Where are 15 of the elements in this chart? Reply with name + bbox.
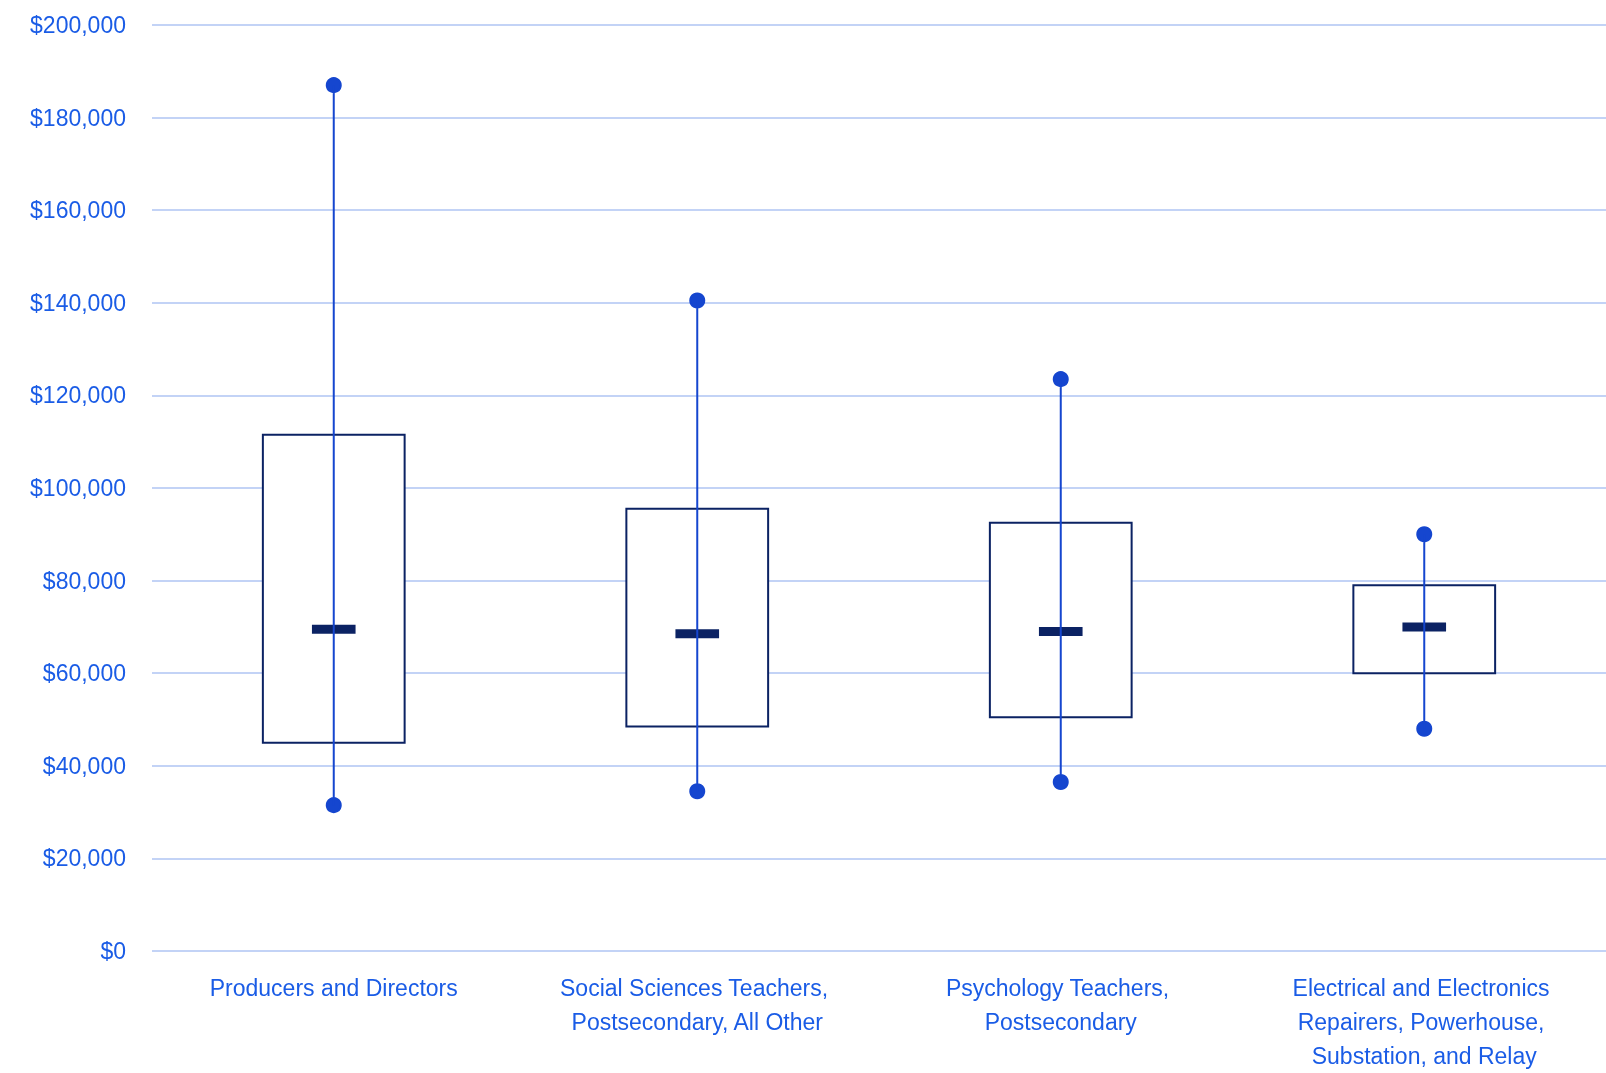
y-tick-label: $180,000 bbox=[30, 104, 126, 131]
x-tick-label: Producers and Directors bbox=[209, 975, 458, 1001]
y-tick-label: $0 bbox=[100, 938, 126, 964]
y-tick-label: $120,000 bbox=[30, 382, 126, 409]
x-tick-label: Psychology Teachers, Postsecondary bbox=[945, 975, 1176, 1035]
y-tick-label: $140,000 bbox=[30, 289, 126, 316]
x-tick-label: Electrical and Electronics Repairers, Powerhouse, Substation, and Relay bbox=[1292, 975, 1556, 1069]
y-tick-label: $200,000 bbox=[30, 12, 126, 38]
y-tick-label: $40,000 bbox=[42, 752, 126, 779]
y-tick-label: $20,000 bbox=[42, 845, 126, 872]
y-tick-label: $160,000 bbox=[30, 197, 126, 224]
y-tick-label: $80,000 bbox=[42, 567, 126, 594]
x-tick-label: Social Sciences Teachers, Postsecondary, All Other bbox=[560, 975, 835, 1035]
y-tick-label: $100,000 bbox=[30, 475, 126, 501]
y-tick-label: $60,000 bbox=[42, 660, 126, 687]
